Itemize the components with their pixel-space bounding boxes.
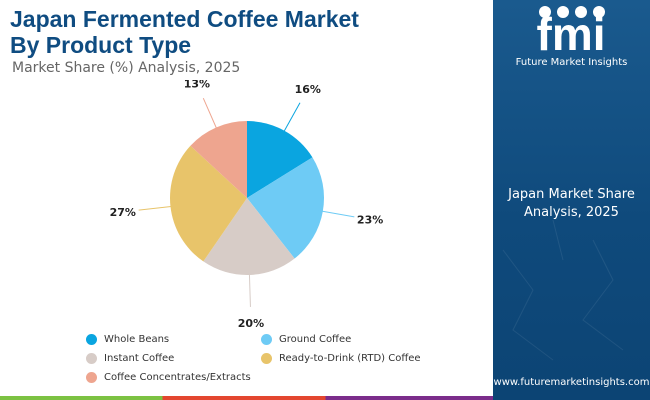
logo-dot-icon (557, 6, 569, 18)
logo-dot-icon (575, 6, 587, 18)
sidebar-label: Japan Market Share Analysis, 2025 (493, 186, 650, 222)
chart-legend: Whole Beans Ground Coffee Instant Coffee Re… (86, 334, 486, 394)
title-line-1: Japan Fermented Coffee Market (10, 6, 359, 32)
legend-swatch-icon (261, 353, 272, 364)
data-label: 13% (184, 80, 210, 90)
leader-line (318, 210, 355, 218)
chart-title: Japan Fermented Coffee Market By Product… (10, 6, 480, 58)
leader-line (138, 205, 175, 211)
pie-slice-ready-to-drink-rtd-coffee (170, 145, 247, 262)
legend-item-whole-beans: Whole Beans (86, 334, 169, 345)
legend-label: Instant Coffee (104, 353, 175, 364)
data-label: 20% (238, 317, 264, 330)
pie-slice-coffee-concentrates-extracts (190, 121, 247, 198)
sidebar-panel: fmi Future Market Insights Japan Market … (493, 0, 650, 400)
logo-dot-icon (539, 6, 551, 18)
pie-slice-whole-beans (247, 121, 313, 198)
legend-swatch-icon (86, 353, 97, 364)
pie-slice-instant-coffee (203, 198, 295, 275)
legend-item-coffee-concentrates-extracts: Coffee Concentrates/Extracts (86, 372, 251, 383)
sidebar-decoration: fmi (502, 6, 624, 361)
logo-subtitle: Future Market Insights (515, 57, 628, 68)
legend-label: Coffee Concentrates/Extracts (104, 372, 251, 383)
legend-label: Whole Beans (104, 334, 170, 345)
legend-swatch-icon (86, 334, 97, 345)
data-label: 27% (110, 206, 136, 219)
legend-item-instant-coffee: Instant Coffee (86, 353, 174, 364)
chart-subtitle: Market Share (%) Analysis, 2025 (12, 60, 241, 76)
fmi-logo: fmi (537, 6, 606, 60)
bottom-color-bar (0, 396, 493, 400)
leader-line (248, 270, 251, 307)
leader-line (282, 102, 301, 135)
pie-slice-ground-coffee (247, 157, 325, 259)
legend-label: Ready-to-Drink (RTD) Coffee (279, 353, 421, 364)
legend-item-ready-to-drink-rtd-coffee: Ready-to-Drink (RTD) Coffee (261, 353, 421, 364)
sidebar-label-line-1: Japan Market Share (508, 187, 635, 202)
website-link[interactable]: www.futuremarketinsights.com (493, 377, 650, 388)
data-label: 23% (357, 214, 383, 227)
data-label: 16% (295, 83, 321, 96)
legend-item-ground-coffee: Ground Coffee (261, 334, 351, 345)
legend-swatch-icon (86, 372, 97, 383)
sidebar-label-line-2: Analysis, 2025 (524, 205, 619, 220)
legend-label: Ground Coffee (279, 334, 352, 345)
legend-swatch-icon (261, 334, 272, 345)
leader-line (202, 97, 219, 132)
title-line-2: By Product Type (10, 32, 192, 58)
pie-chart: 16% 23% 20% 27% 13% (110, 80, 384, 330)
logo-dot-icon (593, 6, 605, 18)
